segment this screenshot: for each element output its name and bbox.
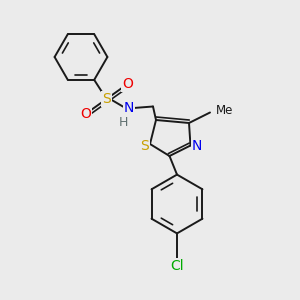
Text: S: S xyxy=(140,140,149,153)
Text: Me: Me xyxy=(215,104,233,118)
Text: N: N xyxy=(191,139,202,152)
Text: S: S xyxy=(102,92,111,106)
Text: O: O xyxy=(80,107,91,121)
Text: Cl: Cl xyxy=(170,259,184,272)
Text: H: H xyxy=(118,116,128,129)
Text: O: O xyxy=(122,77,133,91)
Text: N: N xyxy=(124,101,134,115)
